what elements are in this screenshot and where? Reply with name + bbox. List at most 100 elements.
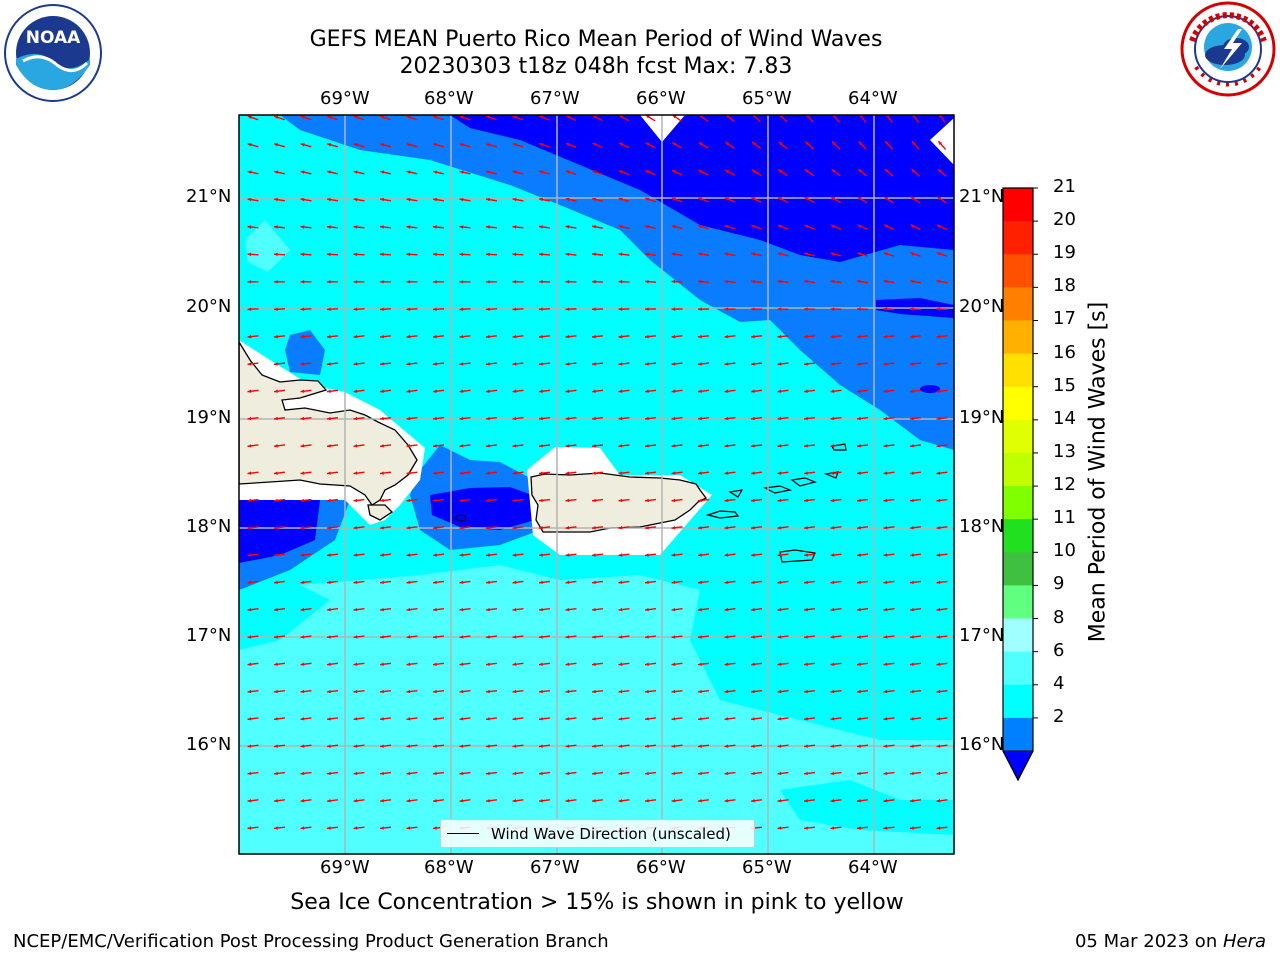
- wave-direction-arrowhead: [883, 307, 888, 311]
- wave-direction-arrowhead: [406, 143, 411, 147]
- wave-direction-arrowhead: [777, 224, 782, 229]
- wave-direction-arrowhead: [300, 143, 305, 147]
- wave-direction-arrowhead: [698, 170, 703, 174]
- wave-direction-arrowhead: [751, 307, 755, 311]
- wave-direction-arrowhead: [353, 553, 358, 557]
- wave-direction-arrowhead: [433, 416, 437, 421]
- wave-direction-arrowhead: [857, 635, 861, 639]
- svg-text:NOAA: NOAA: [26, 28, 81, 48]
- wave-direction-arrowhead: [883, 498, 888, 503]
- wave-direction-arrowhead: [592, 225, 596, 229]
- wave-direction-arrowhead: [724, 362, 729, 366]
- colorbar-segment: [1003, 684, 1033, 719]
- wave-direction-arrowhead: [671, 444, 676, 448]
- mona-island: [455, 514, 467, 522]
- wave-direction-arrowhead: [698, 471, 702, 475]
- wave-direction-arrowhead: [618, 717, 623, 721]
- wave-direction-arrowhead: [380, 143, 385, 147]
- wave-direction-arrowhead: [883, 252, 888, 256]
- wave-direction-arrowhead: [406, 416, 411, 421]
- wave-direction-arrowhead: [857, 444, 861, 448]
- wave-direction-arrowhead: [724, 224, 729, 229]
- lat-label-left: 19°N: [186, 407, 232, 428]
- colorbar-segment: [1003, 386, 1033, 421]
- wave-direction-arrowhead: [804, 717, 808, 721]
- wave-direction-arrowhead: [539, 798, 543, 803]
- wave-direction-arrowhead: [327, 416, 331, 421]
- wave-direction-arrowhead: [459, 307, 464, 311]
- wave-direction-arrowhead: [698, 444, 702, 448]
- wave-direction-arrowhead: [274, 362, 278, 366]
- wave-direction-arrowhead: [565, 307, 570, 311]
- wave-direction-arrowhead: [565, 471, 570, 475]
- wave-direction-arrowhead: [327, 389, 331, 393]
- wave-direction-arrowhead: [830, 416, 835, 421]
- wave-direction-arrowhead: [433, 689, 437, 694]
- lat-label-right: 21°N: [959, 186, 1005, 207]
- wave-direction-arrowhead: [618, 771, 623, 776]
- wave-direction-arrowhead: [671, 717, 676, 721]
- wave-direction-arrowhead: [274, 334, 278, 339]
- colorbar-segment: [1003, 452, 1033, 487]
- wave-direction-arrowhead: [274, 635, 278, 639]
- sea-ice-note: Sea Ice Concentration > 15% is shown in …: [290, 890, 904, 915]
- wave-direction-arrowhead: [777, 416, 782, 421]
- wave-direction-arrowhead: [539, 553, 543, 557]
- wave-direction-arrowhead: [698, 252, 702, 256]
- wave-direction-arrowhead: [936, 635, 941, 639]
- wave-direction-arrowhead: [883, 635, 888, 639]
- wave-direction-arrowhead: [486, 635, 490, 639]
- wave-direction-arrowhead: [486, 553, 490, 557]
- wave-direction-arrowhead: [353, 771, 358, 776]
- wave-direction-arrowhead: [592, 525, 596, 530]
- colorbar-tick-label: 14: [1053, 407, 1076, 429]
- wave-direction-arrowhead: [804, 689, 808, 694]
- wave-direction-arrowhead: [539, 607, 543, 612]
- wave-direction-arrowhead: [327, 307, 331, 311]
- wave-direction-arrowhead: [327, 717, 331, 721]
- wave-direction-arrowhead: [830, 689, 835, 694]
- wave-direction-arrowhead: [592, 279, 596, 284]
- wave-direction-arrowhead: [645, 307, 649, 311]
- wave-direction-arrowhead: [327, 334, 331, 339]
- wave-direction-arrowhead: [486, 143, 491, 147]
- wave-direction-arrowhead: [831, 197, 836, 201]
- colorbar-tick-label: 6: [1053, 639, 1065, 661]
- wave-direction-arrowhead: [698, 744, 702, 748]
- wave-direction-arrowhead: [406, 717, 411, 721]
- wave-direction-arrowhead: [857, 197, 862, 201]
- wave-direction-arrowhead: [274, 170, 279, 174]
- period-4-6-patch: [780, 780, 954, 835]
- wave-direction-arrowhead: [353, 252, 358, 257]
- wave-direction-arrowhead: [247, 580, 252, 585]
- wave-direction-arrowhead: [406, 280, 411, 284]
- wave-direction-arrowhead: [910, 416, 914, 421]
- wave-direction-arrowhead: [512, 662, 517, 666]
- wave-direction-arrowhead: [459, 334, 464, 339]
- wave-direction-arrowhead: [726, 115, 730, 119]
- wave-direction-arrowhead: [565, 635, 570, 639]
- wave-direction-arrowhead: [751, 334, 755, 339]
- wave-direction-arrowhead: [857, 334, 861, 339]
- wave-direction-arrowhead: [433, 525, 437, 530]
- wave-direction-arrowhead: [592, 471, 596, 475]
- wave-direction-arrowhead: [645, 744, 649, 748]
- lon-label-top: 69°W: [320, 88, 370, 109]
- wave-direction-arrowhead: [539, 771, 543, 776]
- vieques: [705, 510, 740, 519]
- wave-direction-arrowhead: [353, 689, 358, 694]
- wave-direction-arrowhead: [777, 744, 782, 748]
- wave-direction-arrowhead: [804, 416, 808, 421]
- wave-direction-arrowhead: [512, 280, 517, 284]
- wave-direction-arrowhead: [883, 444, 888, 448]
- wave-direction-arrowhead: [672, 115, 677, 119]
- lat-label-left: 18°N: [186, 516, 232, 537]
- wave-direction-arrowhead: [565, 389, 570, 393]
- wave-direction-arrowhead: [857, 717, 861, 721]
- wave-direction-arrowhead: [433, 471, 437, 475]
- wave-direction-arrowhead: [883, 389, 888, 393]
- wave-direction-arrowhead: [300, 444, 305, 448]
- lon-label-top: 65°W: [742, 88, 792, 109]
- wave-direction-arrowhead: [565, 225, 570, 229]
- wave-direction-arrowhead: [512, 525, 517, 530]
